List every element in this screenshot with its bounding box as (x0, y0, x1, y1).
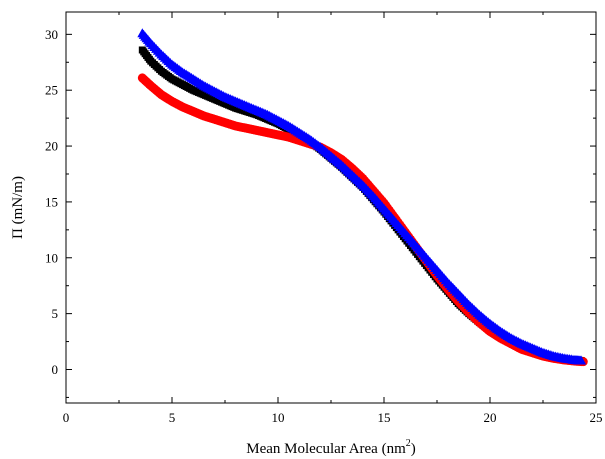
x-axis-title-suffix: ) (411, 441, 416, 457)
y-tick-label: 15 (45, 194, 58, 209)
series-square (138, 46, 585, 365)
y-axis-title: Π (mN/m) (10, 176, 26, 239)
x-tick-label: 15 (378, 410, 391, 425)
x-axis-title-main: Mean Molecular Area (nm (246, 441, 406, 457)
x-tick-label: 5 (169, 410, 176, 425)
x-axis-title: Mean Molecular Area (nm2) (246, 438, 416, 457)
x-tick-label: 0 (63, 410, 70, 425)
y-tick-label: 30 (45, 27, 58, 42)
x-tick-label: 10 (272, 410, 285, 425)
series-triangle (137, 28, 587, 365)
series-circle (137, 73, 588, 367)
x-axis-title-superscript: 2 (406, 438, 411, 449)
y-axis-ticks: 0 5 10 15 20 25 30 (45, 27, 596, 398)
x-axis-ticks: 0 5 10 15 20 25 (63, 12, 603, 425)
y-tick-label: 10 (45, 250, 58, 265)
y-tick-label: 20 (45, 139, 58, 154)
x-tick-label: 20 (484, 410, 497, 425)
series-layer (137, 28, 588, 367)
data-point (576, 355, 587, 365)
y-tick-label: 0 (52, 362, 59, 377)
y-tick-label: 25 (45, 83, 58, 98)
y-tick-label: 5 (52, 306, 59, 321)
x-tick-label: 25 (590, 410, 603, 425)
